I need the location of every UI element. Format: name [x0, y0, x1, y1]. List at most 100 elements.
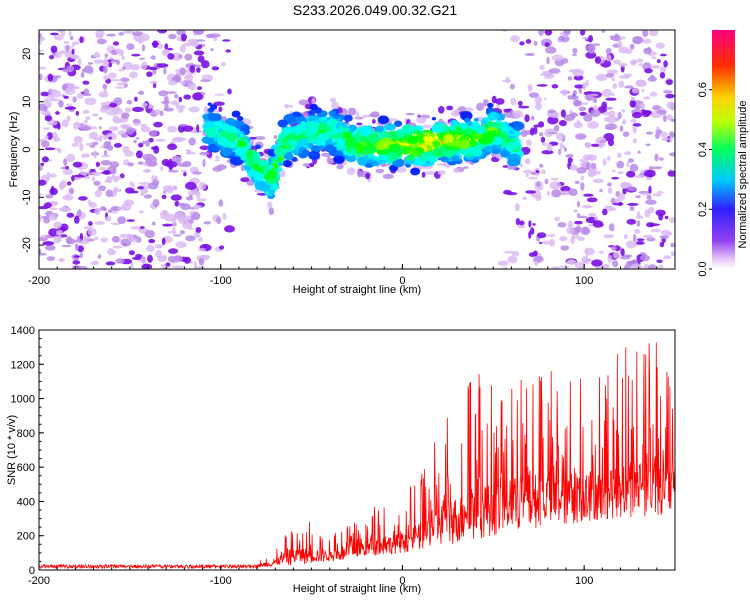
noise-blob [73, 121, 81, 130]
noise-blob [563, 30, 571, 35]
noise-blob [589, 168, 597, 177]
noise-blob [144, 230, 155, 238]
noise-blob [588, 212, 597, 217]
noise-blob [656, 110, 667, 115]
noise-blob [111, 190, 116, 198]
noise-blob [43, 217, 51, 224]
noise-blob [182, 125, 194, 132]
noise-blob [588, 35, 593, 43]
noise-blob [446, 105, 454, 111]
noise-blob [179, 230, 185, 235]
noise-blob [66, 65, 75, 73]
noise-blob [539, 163, 544, 168]
noise-blob [606, 156, 611, 161]
noise-blob [100, 154, 111, 158]
noise-blob [647, 264, 657, 269]
ridge-blob [506, 158, 518, 167]
noise-blob [146, 244, 155, 253]
noise-blob [43, 127, 50, 130]
ridge-blob [268, 165, 274, 170]
noise-blob [45, 194, 54, 199]
noise-blob [107, 209, 112, 213]
ridge-blob [345, 137, 356, 147]
noise-blob [155, 138, 166, 142]
noise-blob [145, 139, 151, 147]
ridge-blob [508, 122, 514, 127]
noise-blob [138, 40, 143, 44]
noise-blob [592, 220, 604, 228]
noise-blob [214, 159, 220, 162]
noise-blob [121, 125, 129, 130]
ridge-blob [328, 110, 337, 117]
noise-blob [619, 125, 624, 132]
ridge-blob [432, 148, 444, 157]
noise-blob [55, 111, 60, 115]
noise-blob [505, 192, 518, 196]
noise-blob [102, 207, 107, 212]
noise-blob [651, 166, 663, 170]
noise-blob [573, 99, 581, 107]
noise-blob [85, 154, 90, 158]
noise-blob [171, 52, 182, 61]
top-x-tick-label: -200 [28, 275, 50, 287]
noise-blob [651, 56, 657, 60]
noise-blob [179, 44, 186, 53]
noise-blob [71, 48, 75, 55]
noise-blob [142, 140, 146, 145]
noise-blob [121, 203, 132, 211]
noise-blob [607, 255, 613, 264]
noise-blob [452, 168, 460, 173]
noise-blob [283, 104, 294, 108]
noise-blob [665, 93, 675, 99]
noise-blob [649, 223, 660, 226]
noise-blob [85, 116, 91, 121]
noise-blob [630, 96, 636, 101]
noise-blob [98, 166, 107, 171]
noise-blob [41, 140, 50, 148]
noise-blob [658, 264, 664, 269]
noise-blob [130, 64, 141, 71]
noise-blob [550, 177, 559, 181]
noise-blob [100, 160, 112, 166]
ridge-blob [421, 158, 427, 163]
ridge-blob [377, 115, 390, 125]
noise-blob [540, 136, 546, 143]
noise-blob [128, 71, 138, 79]
noise-blob [421, 171, 426, 178]
noise-blob [63, 40, 70, 44]
noise-blob [82, 109, 90, 115]
noise-blob [71, 142, 79, 147]
noise-blob [465, 107, 474, 113]
noise-blob [573, 75, 584, 81]
noise-blob [58, 100, 64, 108]
noise-blob [59, 50, 67, 55]
colorbar-tick-label: 0.2 [697, 202, 709, 217]
noise-blob [586, 162, 590, 171]
noise-blob [642, 30, 649, 38]
noise-blob [630, 263, 643, 269]
noise-blob [80, 72, 85, 78]
noise-blob [525, 139, 532, 146]
noise-blob [658, 213, 664, 221]
noise-blob [630, 119, 637, 123]
noise-blob [109, 79, 122, 82]
noise-blob [143, 194, 152, 199]
noise-blob [567, 157, 573, 163]
noise-blob [126, 100, 133, 105]
noise-blob [503, 250, 514, 254]
noise-blob [639, 103, 646, 110]
noise-blob [566, 227, 575, 235]
ridge-blob [317, 145, 325, 151]
ridge-blob [259, 183, 271, 192]
noise-blob [178, 54, 183, 59]
noise-blob [503, 266, 508, 269]
noise-blob [618, 62, 628, 68]
noise-blob [648, 30, 659, 37]
noise-blob [142, 153, 155, 161]
noise-blob [595, 73, 608, 82]
noise-blob [93, 180, 101, 186]
noise-blob [100, 102, 106, 106]
noise-blob [629, 163, 639, 172]
noise-blob [63, 158, 68, 166]
